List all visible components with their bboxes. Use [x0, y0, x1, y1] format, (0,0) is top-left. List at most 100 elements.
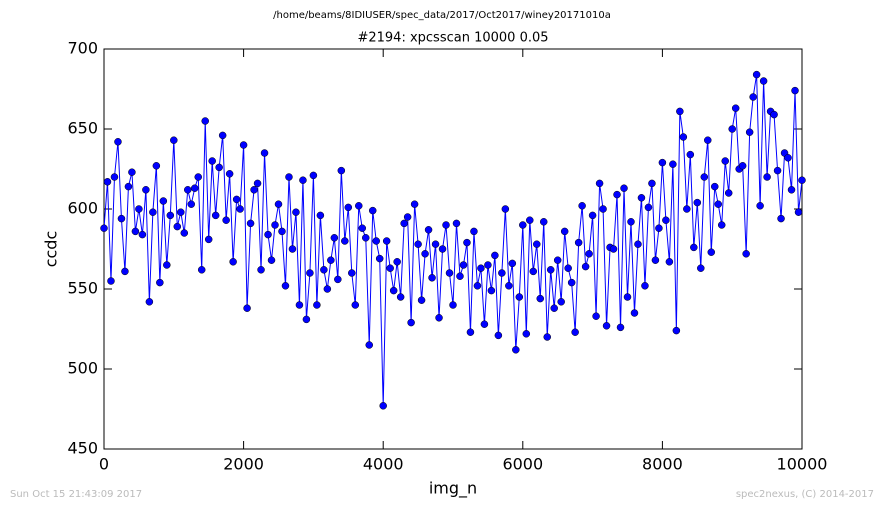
point: [567, 278, 576, 287]
point: [400, 219, 408, 228]
point: [662, 216, 670, 224]
point: [173, 222, 182, 231]
point: [274, 200, 283, 208]
point: [672, 326, 681, 335]
y-tick-label: 550: [67, 279, 98, 298]
point: [278, 227, 286, 236]
point: [515, 293, 524, 301]
point: [407, 318, 415, 327]
point: [665, 258, 674, 266]
point: [292, 208, 300, 216]
point: [539, 218, 548, 226]
point: [124, 182, 133, 191]
point: [368, 206, 377, 215]
point: [156, 278, 164, 287]
point: [302, 315, 311, 324]
point: [721, 157, 729, 165]
point: [393, 258, 401, 266]
point: [759, 77, 768, 85]
point: [379, 402, 387, 410]
point: [100, 224, 108, 232]
footer-left: Sun Oct 15 21:43:09 2017: [10, 489, 142, 500]
point: [431, 240, 440, 248]
point: [697, 264, 705, 272]
point: [260, 149, 269, 157]
point: [442, 221, 450, 229]
point: [473, 282, 482, 290]
point: [724, 189, 733, 197]
point: [466, 328, 475, 336]
point: [438, 245, 447, 253]
point: [362, 234, 370, 242]
point: [142, 186, 150, 194]
point: [787, 186, 796, 194]
point: [546, 266, 555, 274]
x-tick-label: 4000: [363, 455, 404, 474]
point: [756, 202, 764, 210]
point: [634, 240, 642, 248]
point: [533, 240, 541, 248]
point: [337, 166, 346, 175]
point: [522, 330, 531, 338]
point: [599, 205, 607, 213]
point: [794, 208, 803, 216]
point: [382, 237, 391, 245]
point: [463, 238, 471, 247]
point: [501, 205, 510, 213]
x-tick-label: 10000: [777, 455, 828, 474]
point: [177, 208, 185, 216]
point: [564, 264, 572, 272]
point: [683, 205, 691, 213]
point: [602, 322, 611, 330]
point: [375, 254, 384, 263]
point: [327, 256, 335, 264]
point: [512, 346, 520, 354]
point: [543, 333, 551, 341]
point: [107, 277, 115, 285]
point: [110, 173, 119, 181]
y-tick-label: 700: [67, 39, 98, 58]
point: [306, 269, 314, 277]
point: [239, 141, 248, 149]
point: [267, 256, 276, 264]
point: [421, 250, 429, 258]
point: [184, 186, 192, 194]
point: [616, 323, 625, 332]
point: [595, 179, 604, 188]
point: [285, 173, 293, 181]
point: [529, 267, 538, 276]
point: [225, 170, 234, 178]
point: [246, 219, 255, 228]
point: [704, 136, 712, 144]
point: [777, 214, 785, 223]
point: [644, 203, 653, 212]
point: [190, 184, 199, 192]
point: [215, 163, 223, 172]
point: [320, 266, 328, 274]
point: [299, 176, 307, 184]
point: [700, 173, 709, 181]
point: [449, 301, 457, 309]
point: [571, 328, 579, 336]
point: [526, 216, 534, 224]
point: [403, 213, 412, 221]
point: [159, 197, 168, 205]
point: [417, 296, 426, 304]
point: [791, 86, 799, 95]
point: [578, 202, 586, 210]
point: [323, 285, 332, 293]
point: [484, 261, 492, 269]
point: [334, 275, 342, 284]
point: [250, 186, 258, 194]
point: [613, 190, 621, 199]
footer-right: spec2nexus, (C) 2014-2017: [736, 489, 874, 500]
point: [641, 282, 649, 290]
point: [271, 221, 279, 229]
y-tick-label: 600: [67, 199, 98, 218]
point: [620, 184, 628, 192]
point: [456, 272, 464, 280]
point: [351, 301, 360, 309]
point: [560, 227, 569, 236]
point: [211, 211, 220, 220]
point: [428, 274, 436, 282]
